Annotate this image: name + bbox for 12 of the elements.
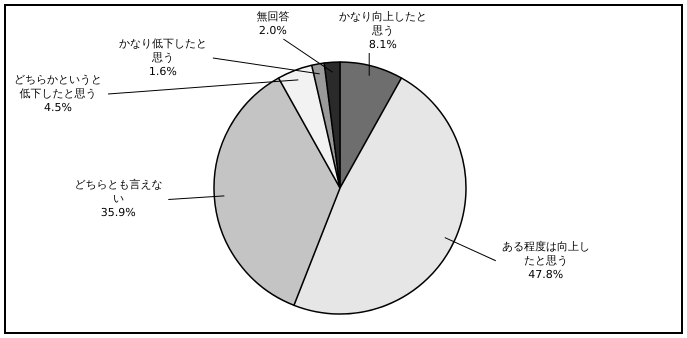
slice-label: ある程度は向上したと思う xyxy=(500,240,591,268)
data-label: 47.8% xyxy=(527,268,564,282)
data-label: 8.1% xyxy=(368,38,398,52)
slice-label: 無回答 xyxy=(256,10,290,24)
data-label: 4.5% xyxy=(43,101,73,115)
data-label: 1.6% xyxy=(148,65,178,79)
slice-label: どちらとも言えない xyxy=(73,178,164,206)
data-label: 2.0% xyxy=(258,24,288,38)
slice-label: かなり低下したと思う xyxy=(118,37,208,65)
slice-label: どちらかというと低下したと思う xyxy=(13,73,103,101)
data-label: 35.9% xyxy=(100,206,137,220)
slice-label: かなり向上したと思う xyxy=(338,10,428,38)
